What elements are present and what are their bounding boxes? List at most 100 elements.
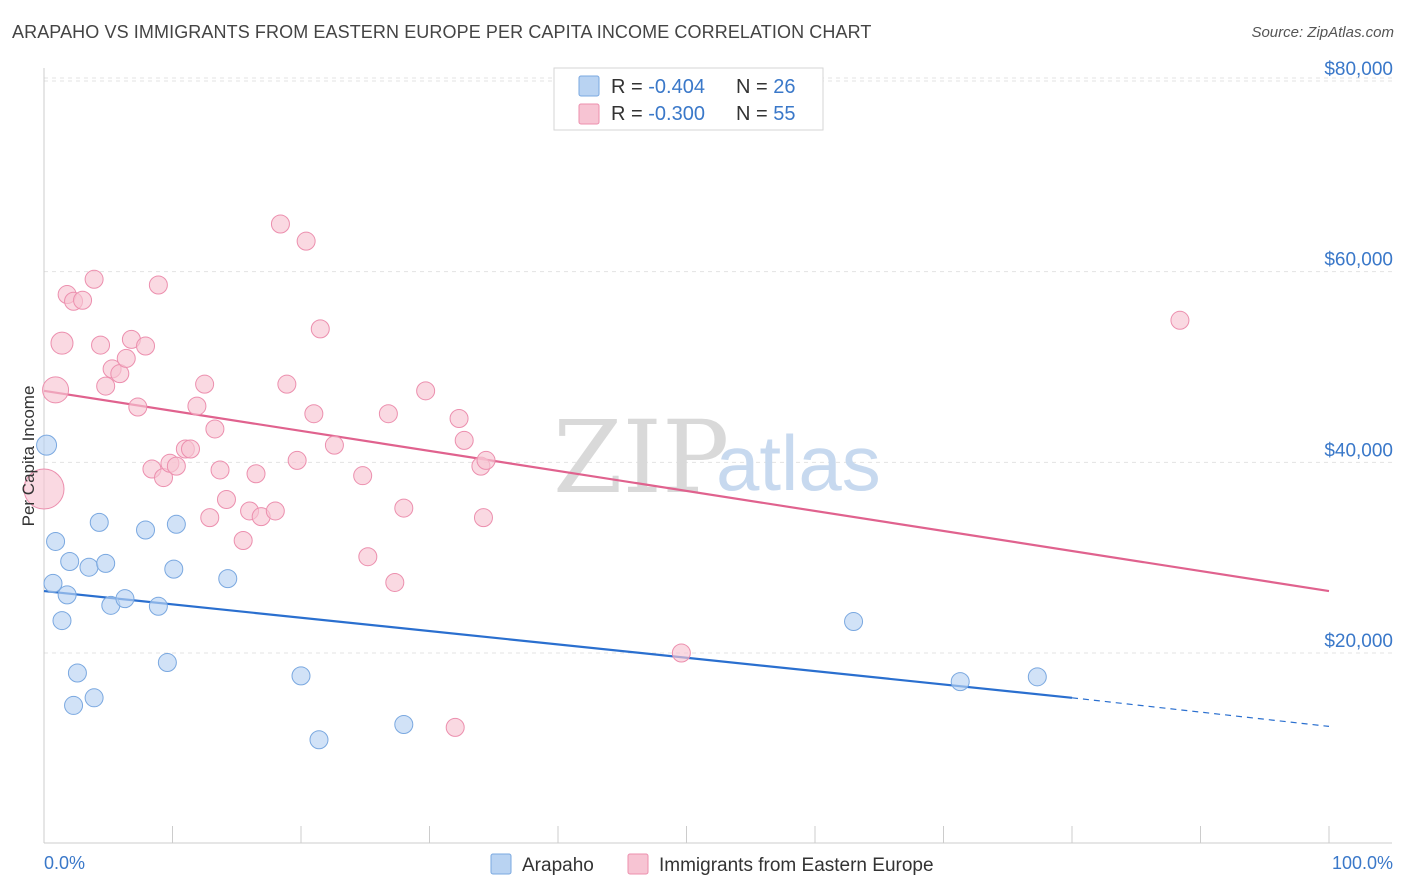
arapaho-point-20 (291, 666, 311, 686)
immigrants-point-2 (50, 331, 74, 355)
legend-r-label-immigrants: R = (611, 103, 648, 125)
legend-swatch-arapaho (578, 75, 600, 97)
arapaho-point-10 (89, 512, 109, 532)
arapaho-point-13 (115, 589, 135, 609)
points-arapaho (36, 434, 1047, 750)
arapaho-point-22 (394, 715, 414, 734)
immigrants-point-41 (358, 547, 378, 567)
trend-line-immigrants (43, 389, 1330, 593)
arapaho-point-1 (43, 573, 63, 593)
immigrants-point-39 (324, 435, 344, 455)
y-tick-label-40000: $40,000 (1324, 440, 1393, 461)
legend-r-label-arapaho: R = (611, 76, 648, 98)
watermark-atlas: atlas (716, 419, 881, 507)
immigrants-point-19 (166, 456, 186, 476)
arapaho-point-6 (64, 695, 84, 715)
immigrants-point-8 (96, 376, 116, 396)
legend-n-value-arapaho: 26 (773, 76, 795, 98)
y-tick-label-60000: $60,000 (1324, 250, 1393, 271)
immigrants-point-37 (304, 404, 324, 424)
points-immigrants (23, 214, 1190, 737)
legend-swatch-immigrants (578, 103, 600, 125)
immigrants-point-46 (445, 717, 465, 737)
y-tick-label-20000: $20,000 (1324, 631, 1393, 652)
y-axis-label: Per Capita Income (19, 386, 38, 527)
immigrants-point-7 (91, 335, 111, 355)
immigrants-point-44 (394, 498, 414, 518)
arapaho-point-14 (136, 520, 156, 540)
immigrants-point-53 (1170, 310, 1190, 330)
axes (43, 68, 1392, 844)
arapaho-point-25 (1027, 667, 1047, 687)
gridlines (44, 77, 1392, 654)
chart-source: Source: ZipAtlas.com (1251, 24, 1394, 41)
immigrants-point-38 (310, 319, 330, 339)
arapaho-point-23 (844, 612, 864, 632)
arapaho-point-19 (218, 569, 238, 589)
bottom-legend: Arapaho Immigrants from Eastern Europe (490, 853, 934, 876)
arapaho-point-18 (166, 514, 186, 534)
y-tick-labels: $20,000 $40,000 $60,000 $80,000 (1324, 59, 1393, 652)
immigrants-point-22 (187, 396, 207, 416)
legend-row-immigrants: R = -0.300 N = 55 (611, 103, 796, 125)
arapaho-point-0 (36, 434, 58, 456)
legend-r-value-arapaho: -0.404 (648, 76, 705, 98)
immigrants-point-28 (233, 531, 253, 551)
immigrants-point-34 (277, 374, 297, 394)
immigrants-point-23 (195, 374, 215, 394)
legend-n-label-immigrants: N = (736, 103, 773, 125)
immigrants-point-47 (449, 408, 469, 428)
immigrants-point-13 (128, 397, 148, 417)
immigrants-point-35 (287, 450, 307, 470)
x-tick-label-min: 0.0% (44, 853, 85, 873)
immigrants-point-52 (671, 643, 691, 663)
trend-line-arapaho-projection (1071, 697, 1330, 728)
arapaho-point-17 (164, 559, 184, 579)
immigrants-point-33 (270, 214, 290, 234)
immigrants-point-27 (216, 490, 236, 510)
arapaho-point-15 (148, 596, 168, 616)
stats-legend: R = -0.404 N = 26 R = -0.300 N = 55 (553, 67, 824, 131)
legend-n-value-immigrants: 55 (773, 103, 795, 125)
arapaho-point-4 (57, 585, 77, 605)
immigrants-point-43 (385, 572, 405, 592)
immigrants-point-1 (42, 376, 70, 404)
arapaho-point-21 (309, 730, 329, 750)
arapaho-point-9 (84, 688, 104, 708)
immigrants-point-51 (473, 508, 493, 528)
immigrants-point-21 (180, 439, 200, 459)
bottom-legend-swatch-immigrants (627, 853, 649, 875)
legend-r-value-immigrants: -0.300 (648, 103, 705, 125)
immigrants-point-11 (116, 348, 136, 368)
immigrants-point-14 (136, 336, 156, 356)
immigrants-point-16 (148, 275, 168, 295)
watermark-zip: ZIP (553, 399, 729, 516)
legend-n-label-arapaho: N = (736, 76, 773, 98)
immigrants-point-24 (200, 508, 220, 528)
immigrants-point-40 (353, 466, 373, 486)
immigrants-point-30 (246, 464, 266, 484)
arapaho-point-5 (60, 551, 80, 571)
immigrants-point-0 (23, 468, 65, 510)
immigrants-point-42 (378, 404, 398, 424)
immigrants-point-36 (296, 231, 316, 251)
watermark: ZIP atlas (553, 399, 881, 516)
immigrants-point-48 (454, 430, 474, 450)
arapaho-point-11 (96, 553, 116, 573)
arapaho-point-24 (950, 672, 970, 692)
arapaho-point-8 (79, 557, 99, 577)
bottom-legend-label-immigrants: Immigrants from Eastern Europe (659, 855, 934, 876)
immigrants-point-50 (476, 450, 496, 470)
trend-lines (43, 389, 1330, 728)
legend-row-arapaho: R = -0.404 N = 26 (611, 76, 796, 98)
x-ticks (43, 826, 1330, 843)
immigrants-point-32 (265, 501, 285, 521)
trend-line-arapaho (43, 589, 1073, 699)
bottom-legend-swatch-arapaho (490, 853, 512, 875)
bottom-legend-label-arapaho: Arapaho (522, 855, 594, 876)
arapaho-point-7 (67, 663, 87, 683)
immigrants-point-26 (210, 460, 230, 480)
immigrants-point-45 (416, 381, 436, 401)
immigrants-point-6 (84, 269, 104, 289)
